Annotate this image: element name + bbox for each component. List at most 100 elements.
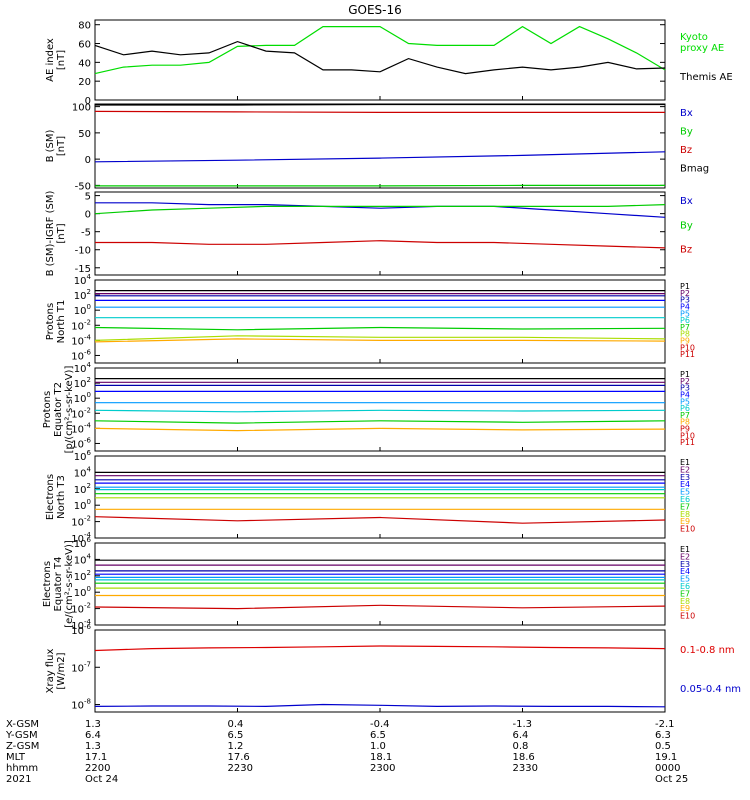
y-axis-label: Protons bbox=[45, 303, 56, 340]
y-tick-label: 102 bbox=[74, 288, 91, 302]
y-tick-label: 10-4 bbox=[71, 618, 91, 632]
legend-p10: P10 bbox=[680, 431, 695, 440]
plot-title: GOES-16 bbox=[348, 3, 402, 17]
y-tick-label: 10-4 bbox=[71, 531, 91, 545]
y-tick-label: 104 bbox=[74, 361, 92, 375]
y-axis-label: [nT] bbox=[56, 50, 67, 70]
y-tick-label: -15 bbox=[75, 264, 91, 275]
y-tick-label: 40 bbox=[78, 58, 91, 69]
legend-p7: P7 bbox=[680, 411, 690, 420]
y-tick-label: 102 bbox=[74, 569, 91, 583]
series-0-1-0-8-nm bbox=[94, 645, 666, 652]
y-axis-label: [nT] bbox=[56, 223, 67, 243]
orbit-value: 0.8 bbox=[513, 741, 529, 752]
y-tick-label: 10-2 bbox=[71, 406, 91, 420]
panel-bsm: -50 0 50 100 B (SM) [nT] Bx By Bz Bmag bbox=[45, 103, 709, 193]
series-bx bbox=[95, 202, 666, 218]
legend-bz: Bz bbox=[680, 245, 692, 256]
y-axis-label: Xray flux bbox=[45, 649, 56, 694]
y-axis-label: [nT] bbox=[56, 136, 67, 156]
panel-frame bbox=[94, 103, 666, 189]
series-kyoto-proxy-ae bbox=[94, 25, 666, 75]
y-tick-label: 104 bbox=[74, 273, 92, 287]
orbit-value: 1.3 bbox=[85, 719, 101, 730]
legend-p10: P10 bbox=[680, 343, 695, 352]
y-axis-label: [W/m2] bbox=[56, 652, 67, 689]
y-axis-label: Protons bbox=[42, 391, 53, 428]
legend-e6: E6 bbox=[680, 582, 690, 591]
orbit-value: 1.2 bbox=[228, 741, 244, 752]
orbit-label: MLT bbox=[6, 752, 26, 763]
legend-p2: P2 bbox=[680, 289, 690, 298]
legend-p7: P7 bbox=[680, 323, 690, 332]
series-bz bbox=[94, 110, 665, 114]
orbit-value: Oct 25 bbox=[655, 774, 688, 785]
panel-bigrf: -15 -10 -5 0 5 B (SM)-IGRF (SM) [nT] Bx By Bz bbox=[45, 191, 693, 277]
legend-e3: E3 bbox=[680, 473, 690, 482]
orbit-value: 6.4 bbox=[85, 730, 101, 741]
y-tick-label: 104 bbox=[74, 465, 92, 479]
legend-p3: P3 bbox=[680, 384, 690, 393]
legend-p9: P9 bbox=[680, 425, 690, 434]
legend-p2: P2 bbox=[680, 377, 690, 386]
y-axis-label: North T1 bbox=[56, 300, 67, 344]
legend-e8: E8 bbox=[680, 510, 690, 519]
y-tick-label: 10-6 bbox=[71, 348, 91, 362]
orbit-value: 18.1 bbox=[370, 752, 392, 763]
orbit-value: 19.1 bbox=[655, 752, 677, 763]
panel-frame bbox=[94, 279, 666, 364]
legend-bmag: Bmag bbox=[680, 164, 709, 175]
panel-frame bbox=[94, 455, 666, 539]
y-tick-label: 104 bbox=[74, 552, 92, 566]
series-p9 bbox=[94, 338, 666, 343]
legend-xray: 0.05-0.4 nm bbox=[680, 684, 741, 695]
y-axis-label: Equator T4 bbox=[53, 557, 64, 612]
series-p7 bbox=[94, 326, 666, 331]
orbit-value: 0.4 bbox=[228, 719, 244, 730]
legend-e2: E2 bbox=[680, 465, 690, 474]
legend-e1: E1 bbox=[680, 458, 690, 467]
legend-p1: P1 bbox=[680, 282, 690, 291]
orbit-label: 2021 bbox=[6, 774, 31, 785]
orbit-value: 6.5 bbox=[370, 730, 386, 741]
y-axis-label: North T3 bbox=[56, 475, 67, 519]
series-by bbox=[95, 184, 665, 187]
y-tick-label: 106 bbox=[74, 536, 92, 550]
series-p8 bbox=[94, 335, 666, 341]
orbit-label: Y-GSM bbox=[5, 730, 38, 741]
series-by bbox=[94, 204, 666, 215]
y-tick-label: -5 bbox=[81, 228, 91, 239]
legend-kyoto: proxy AE bbox=[680, 43, 724, 54]
legend-p1: P1 bbox=[680, 370, 690, 379]
orbit-value: -0.4 bbox=[370, 719, 390, 730]
orbit-value: 1.0 bbox=[370, 741, 386, 752]
series-0-05-0-4-nm bbox=[94, 703, 666, 708]
y-tick-label: 102 bbox=[74, 376, 91, 390]
panel-frame bbox=[94, 19, 666, 101]
legend-p8: P8 bbox=[680, 330, 690, 339]
panel-frame bbox=[94, 367, 666, 452]
series-p6 bbox=[94, 409, 666, 413]
series-themis-ae bbox=[94, 40, 666, 75]
orbit-value: 17.6 bbox=[228, 752, 250, 763]
legend-by: By bbox=[680, 220, 693, 231]
y-axis-label: [p/(cm²-s-sr-keV)] bbox=[64, 366, 75, 454]
y-tick-label: -50 bbox=[75, 181, 91, 192]
y-axis-label: Electrons bbox=[45, 474, 56, 520]
legend-e10: E10 bbox=[680, 612, 695, 621]
y-tick-label: 0 bbox=[85, 155, 91, 166]
legend-bx: Bx bbox=[680, 196, 693, 207]
orbit-value: 2230 bbox=[228, 763, 253, 774]
series-p7 bbox=[94, 420, 666, 424]
legend-p4: P4 bbox=[680, 390, 690, 399]
orbit-label: Z-GSM bbox=[6, 741, 39, 752]
y-tick-label: 100 bbox=[74, 498, 91, 512]
panel-xray: 10-6 10-7 10-8 Xray flux [W/m2] 0.1-0.8 nm 0.0… bbox=[45, 623, 741, 713]
panel-frame bbox=[94, 542, 666, 626]
legend-e3: E3 bbox=[680, 560, 690, 569]
y-tick-label: 100 bbox=[74, 303, 91, 317]
series-e10 bbox=[94, 516, 666, 524]
legend-e7: E7 bbox=[680, 589, 690, 598]
